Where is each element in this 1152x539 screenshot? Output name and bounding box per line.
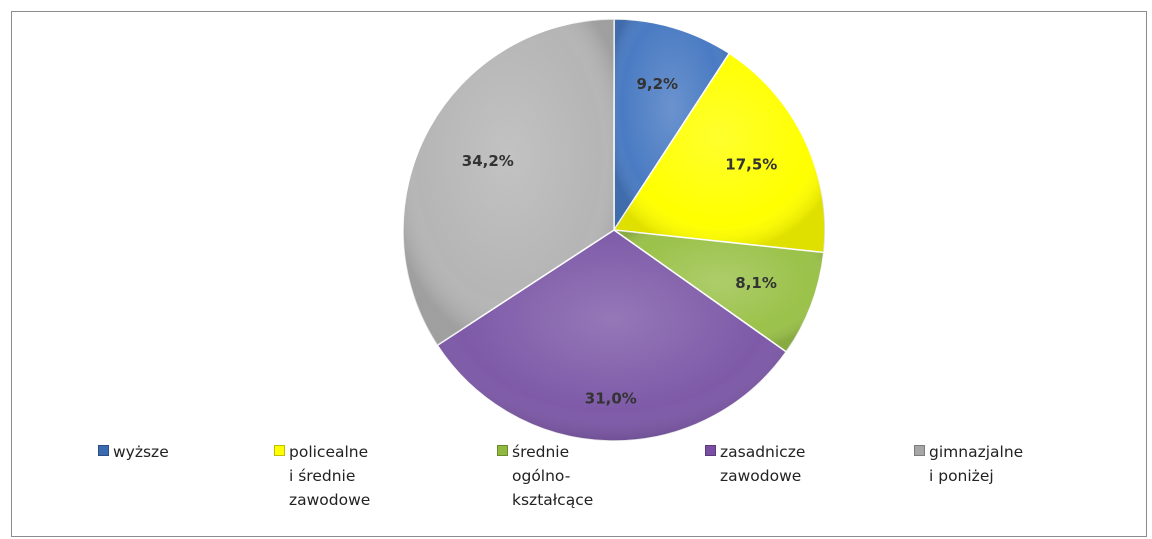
legend-label-wyzsze: wyższe [113,440,169,464]
slice-label-wyzsze: 9,2% [636,75,678,93]
legend-label-line: zawodowe [289,491,371,509]
slice-label-policealne: 17,5% [725,155,777,173]
legend-label-line: wyższe [113,443,169,461]
legend-label-line: i poniżej [929,467,994,485]
legend-swatch-policealne [274,445,285,456]
slice-label-gimnazjalne: 34,2% [462,152,514,170]
legend-swatch-srednie [497,445,508,456]
legend-label-line: zawodowe [720,467,802,485]
slice-label-srednie: 8,1% [735,274,777,292]
legend-swatch-wyzsze [98,445,109,456]
legend-label-gimnazjalne: gimnazjalne i poniżej [929,440,1023,488]
legend-label-line: ogólno- [512,467,571,485]
legend-label-line: policealne [289,443,369,461]
legend-label-line: i średnie [289,467,356,485]
legend-swatch-gimnazjalne [914,445,925,456]
legend-label-line: kształcące [512,491,594,509]
legend-item-policealne: policealne i średnie zawodowe [274,440,370,512]
legend-label-zasadnicze: zasadnicze zawodowe [720,440,805,488]
legend-label-line: średnie [512,443,570,461]
legend-label-line: gimnazjalne [929,443,1024,461]
legend-swatch-zasadnicze [705,445,716,456]
legend-item-gimnazjalne: gimnazjalne i poniżej [914,440,1023,488]
legend-item-wyzsze: wyższe [98,440,169,464]
legend-item-srednie: średnie ogólno-kształcące [497,440,593,512]
legend-label-srednie: średnie ogólno-kształcące [512,440,593,512]
legend-label-line: zasadnicze [720,443,806,461]
legend-label-policealne: policealne i średnie zawodowe [289,440,370,512]
slice-label-zasadnicze: 31,0% [585,389,637,407]
legend-item-zasadnicze: zasadnicze zawodowe [705,440,805,488]
